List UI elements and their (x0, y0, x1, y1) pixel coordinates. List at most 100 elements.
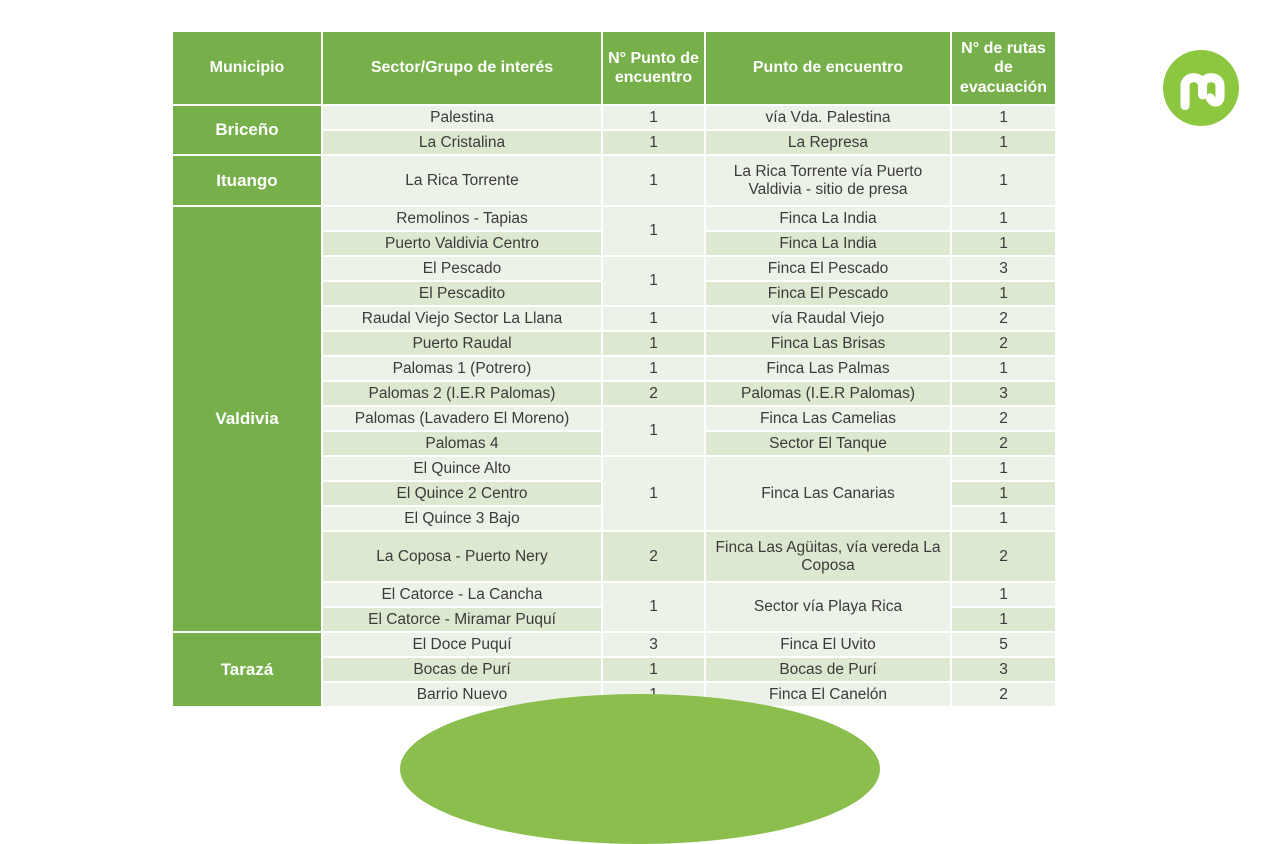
table-cell: El Quince 2 Centro (321, 480, 603, 507)
table-cell: Finca La India (704, 205, 952, 232)
table-cell: 1 (950, 280, 1057, 307)
table-cell: Finca La India (704, 230, 952, 257)
table-cell: 1 (950, 154, 1057, 207)
table-cell: Puerto Raudal (321, 330, 603, 357)
table-cell: Finca El Uvito (704, 631, 952, 658)
table-row: El Quince 2 Centro 1 (172, 480, 1057, 507)
table-cell: vía Raudal Viejo (704, 305, 952, 332)
table-cell: Finca Las Agüitas, vía vereda La Coposa (704, 530, 952, 583)
table-row: Valdivia Remolinos - Tapias 1 Finca La Indi… (171, 205, 1057, 633)
table-cell: 1 (601, 305, 706, 332)
table-cell: La Cristalina (321, 129, 603, 156)
table-cell: 2 (950, 430, 1057, 457)
table-cell: Puerto Valdivia Centro (321, 230, 603, 257)
table-cell: 1 (601, 405, 706, 457)
table-cell: El Pescadito (321, 280, 603, 307)
table-cell: Bocas de Purí (704, 656, 952, 683)
column-header-0: Municipio (171, 30, 323, 106)
table-cell: 2 (601, 530, 706, 583)
table-cell: El Catorce - La Cancha (321, 581, 603, 608)
column-header-1: Sector/Grupo de interés (321, 30, 603, 106)
column-header-2: N° Punto de encuentro (601, 30, 706, 106)
table-row: Raudal Viejo Sector La Llana 1 vía Raudal … (172, 305, 1057, 332)
table-cell: 3 (601, 631, 706, 658)
table-cell: Sector vía Playa Rica (704, 581, 952, 633)
table-cell: Finca El Canelón (704, 681, 952, 708)
table-cell: 1 (950, 480, 1057, 507)
table-cell: Finca Las Brisas (704, 330, 952, 357)
brand-logo (1163, 50, 1239, 126)
table-row: Puerto Valdivia Centro Finca La India 1 (172, 230, 1057, 257)
table-cell: 1 (950, 606, 1057, 633)
table-cell: 1 (601, 656, 706, 683)
table-cell: vía Vda. Palestina (704, 104, 952, 131)
table-cell: Finca Las Palmas (704, 355, 952, 382)
slide-canvas: Municipio Sector/Grupo de interés N° Punto… (171, 30, 1239, 844)
table-cell: Palomas 2 (I.E.R Palomas) (321, 380, 603, 407)
table-row: Palomas 1 (Potrero) 1 Finca Las Palmas 1 (172, 355, 1057, 382)
table-cell: Palomas 4 (321, 430, 603, 457)
table-cell: El Pescado (321, 255, 603, 282)
municipality-cell: Tarazá (171, 631, 323, 708)
municipality-cell: Valdivia (171, 205, 323, 633)
table-row: Bocas de Purí 1 Bocas de Purí 3 (172, 656, 1057, 683)
table-row: La Coposa - Puerto Nery 2 Finca Las Agüita… (172, 530, 1057, 583)
table-row: Briceño Palestina 1 vía Vda. Palestina 1 (171, 104, 1057, 156)
table-body: Briceño Palestina 1 vía Vda. Palestina 1 La C… (171, 104, 1057, 708)
evacuation-table: Municipio Sector/Grupo de interés N° Punto… (171, 30, 1057, 708)
table-cell: Sector El Tanque (704, 430, 952, 457)
table-row: El Pescadito Finca El Pescado 1 (172, 280, 1057, 307)
table-cell: 1 (601, 154, 706, 207)
table-cell: 1 (601, 330, 706, 357)
table-cell: 1 (950, 205, 1057, 232)
municipality-cell: Ituango (171, 154, 323, 207)
table-cell: Palomas 1 (Potrero) (321, 355, 603, 382)
table-cell: El Quince 3 Bajo (321, 505, 603, 532)
table-cell: 2 (950, 681, 1057, 708)
table-row: El Pescado 1 Finca El Pescado 3 (172, 255, 1057, 307)
table-cell: 2 (950, 530, 1057, 583)
table-cell: El Doce Puquí (321, 631, 603, 658)
table-row: Puerto Raudal 1 Finca Las Brisas 2 (172, 330, 1057, 357)
table-cell: 1 (950, 104, 1057, 131)
table-row: La Cristalina 1 La Represa 1 (172, 129, 1057, 156)
table-cell: 1 (950, 230, 1057, 257)
table-cell: El Quince Alto (321, 455, 603, 482)
municipality-cell: Briceño (171, 104, 323, 156)
table-row: El Catorce - Miramar Puquí 1 (172, 606, 1057, 633)
table-header: Municipio Sector/Grupo de interés N° Punto… (171, 30, 1057, 106)
table-row: El Quince 3 Bajo 1 (172, 505, 1057, 532)
table-cell: 1 (601, 205, 706, 257)
table-cell: Palomas (Lavadero El Moreno) (321, 405, 603, 432)
evacuation-table-container: Municipio Sector/Grupo de interés N° Punto… (171, 30, 1057, 708)
table-row: Palomas 2 (I.E.R Palomas) 2 Palomas (I.E.R… (172, 380, 1057, 407)
table-cell: La Rica Torrente vía Puerto Valdivia - s… (704, 154, 952, 207)
table-row: Palomas (Lavadero El Moreno) 1 Finca Las C… (172, 405, 1057, 457)
table-cell: 2 (950, 405, 1057, 432)
column-header-3: Punto de encuentro (704, 30, 952, 106)
table-cell: Palomas (I.E.R Palomas) (704, 380, 952, 407)
table-cell: 2 (950, 330, 1057, 357)
table-cell: Finca El Pescado (704, 255, 952, 282)
table-cell: 1 (950, 505, 1057, 532)
table-cell: 1 (950, 355, 1057, 382)
column-header-4: N° de rutas de evacuación (950, 30, 1057, 106)
table-cell: 2 (950, 305, 1057, 332)
table-cell: Finca El Pescado (704, 280, 952, 307)
table-cell: 1 (950, 455, 1057, 482)
table-row: Palomas 4 Sector El Tanque 2 (172, 430, 1057, 457)
table-cell: 1 (950, 581, 1057, 608)
table-cell: Finca Las Canarias (704, 455, 952, 532)
table-cell: La Coposa - Puerto Nery (321, 530, 603, 583)
table-cell: 3 (950, 380, 1057, 407)
table-cell: La Rica Torrente (321, 154, 603, 207)
table-cell: 1 (601, 129, 706, 156)
table-cell: 1 (601, 581, 706, 633)
table-row: Ituango La Rica Torrente 1 La Rica Torrente… (171, 154, 1057, 207)
table-cell: 1 (601, 455, 706, 532)
table-cell: Remolinos - Tapias (321, 205, 603, 232)
table-row: El Catorce - La Cancha 1 Sector vía Playa … (172, 581, 1057, 633)
table-cell: 1 (950, 129, 1057, 156)
bottom-ellipse-decoration (400, 694, 880, 844)
